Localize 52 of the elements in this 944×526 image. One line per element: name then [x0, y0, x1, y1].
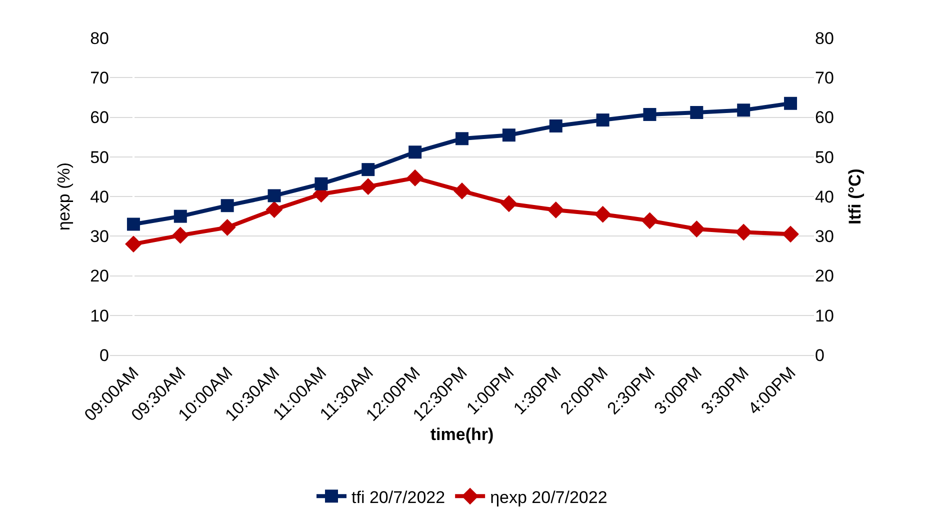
y-tick-label: 70 [90, 68, 109, 88]
point [126, 218, 140, 231]
y2-tick-label: 30 [815, 227, 834, 246]
point [174, 210, 187, 223]
point [594, 206, 612, 223]
y-tick-label: 20 [90, 266, 109, 286]
point [784, 96, 798, 110]
y2-tick-label: 20 [815, 266, 834, 286]
y2-tick-label: 50 [815, 148, 834, 167]
legend-label: tfi 20/7/2022 [352, 488, 446, 507]
x-axis-title: time(hr) [430, 424, 494, 444]
point [690, 106, 704, 119]
y-tick-label: 40 [90, 187, 109, 206]
y-tick-label: 50 [90, 148, 109, 167]
y-tick-label: 0 [100, 346, 109, 365]
point [688, 220, 706, 238]
point [643, 108, 656, 121]
point [454, 182, 470, 200]
point [500, 195, 518, 212]
point [456, 132, 468, 146]
point [737, 104, 750, 117]
point [782, 226, 799, 243]
point [125, 236, 142, 252]
point [408, 146, 422, 159]
point [218, 218, 236, 236]
y2-tick-label: 40 [815, 187, 834, 206]
y-tick-label: 80 [90, 28, 109, 48]
y2-tick-label: 80 [815, 28, 834, 48]
point [596, 114, 610, 127]
point [360, 178, 377, 196]
y2-tick-label: 10 [815, 306, 834, 326]
point [268, 189, 281, 202]
legend-label: ηexp 20/7/2022 [490, 488, 608, 507]
y2-axis-title: Itfi (°C) [845, 168, 864, 224]
y-tick-label: 30 [90, 227, 109, 246]
point [502, 128, 516, 142]
point [172, 226, 189, 244]
y-axis-title: ηexp (%) [54, 162, 74, 231]
y2-tick-label: 60 [815, 108, 834, 128]
point [314, 177, 328, 190]
point [266, 201, 283, 218]
point [549, 119, 562, 132]
point [641, 212, 658, 230]
point [406, 169, 424, 186]
y-tick-label: 10 [90, 306, 109, 326]
point [220, 199, 234, 212]
point [735, 224, 752, 241]
y2-tick-label: 70 [815, 68, 834, 88]
point [547, 202, 564, 218]
y2-tick-label: 0 [815, 346, 824, 365]
y-tick-label: 60 [90, 108, 109, 128]
point [362, 163, 375, 176]
